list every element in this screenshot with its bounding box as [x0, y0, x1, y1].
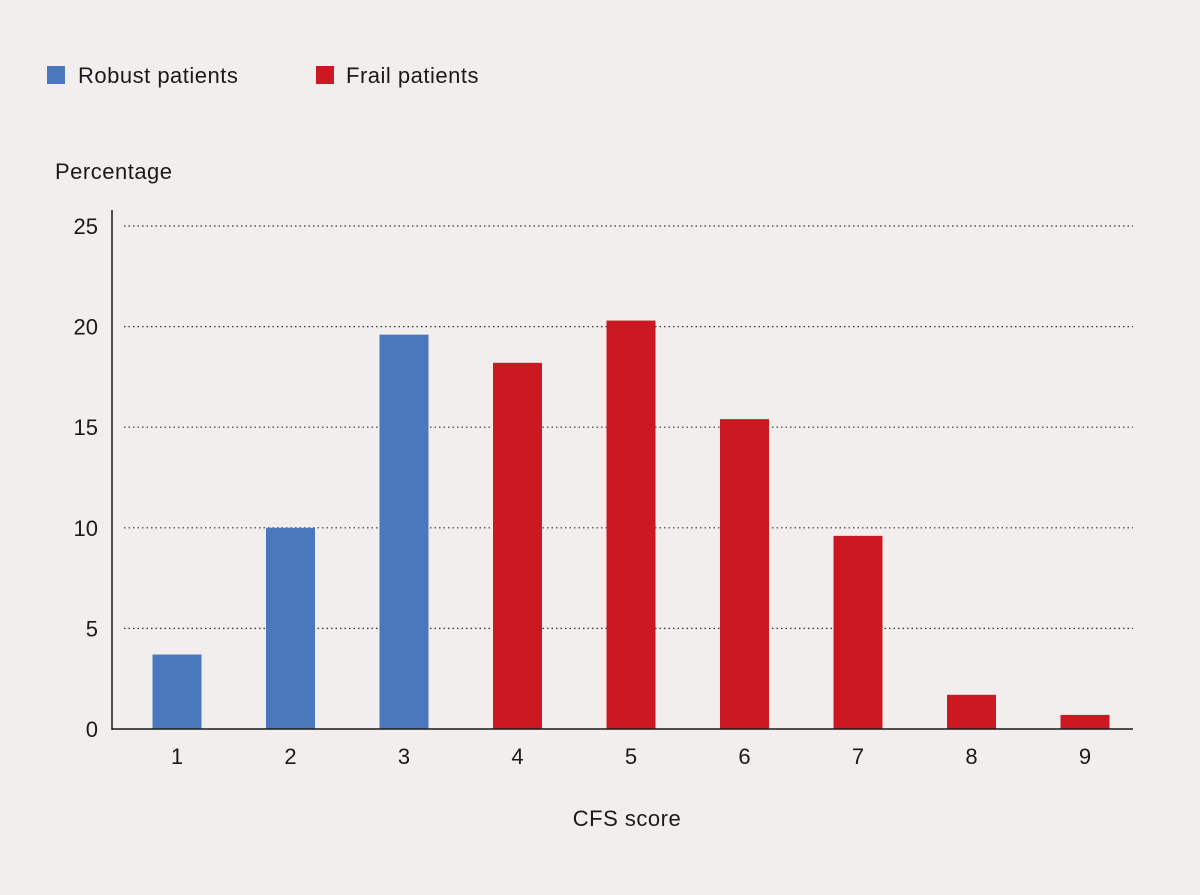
- x-tick-label: 3: [398, 744, 410, 769]
- bar-frail: [493, 362, 542, 729]
- x-tick-label: 2: [284, 744, 296, 769]
- legend-label-robust: Robust patients: [78, 63, 238, 88]
- x-tick-label: 5: [625, 744, 637, 769]
- y-tick-labels: 0 5 10 15 20 25: [74, 214, 98, 742]
- bar-robust: [266, 527, 315, 729]
- x-tick-label: 8: [965, 744, 977, 769]
- legend-swatch-robust: [47, 66, 65, 84]
- x-tick-label: 1: [171, 744, 183, 769]
- legend: Robust patients Frail patients: [47, 63, 479, 88]
- x-tick-label: 4: [511, 744, 523, 769]
- bar-frail: [720, 419, 769, 729]
- bar-robust: [379, 334, 429, 729]
- x-tick-labels: 1 2 3 4 5 6 7 8 9: [171, 744, 1091, 769]
- y-tick-label: 5: [86, 616, 98, 641]
- y-tick-label: 10: [74, 516, 98, 541]
- bar-frail: [833, 535, 883, 729]
- bar-robust: [152, 654, 202, 729]
- legend-swatch-frail: [316, 66, 334, 84]
- bar-frail: [606, 320, 656, 729]
- y-tick-label: 25: [74, 214, 98, 239]
- x-tick-label: 7: [852, 744, 864, 769]
- x-tick-label: 9: [1079, 744, 1091, 769]
- x-axis-title: CFS score: [573, 806, 681, 831]
- y-tick-label: 0: [86, 717, 98, 742]
- y-axis-title: Percentage: [55, 159, 173, 184]
- bar-frail: [1060, 714, 1110, 729]
- y-tick-label: 15: [74, 415, 98, 440]
- y-tick-label: 20: [74, 315, 98, 340]
- legend-label-frail: Frail patients: [346, 63, 479, 88]
- x-tick-label: 6: [738, 744, 750, 769]
- bar-frail: [947, 694, 996, 729]
- bars: [152, 320, 1110, 729]
